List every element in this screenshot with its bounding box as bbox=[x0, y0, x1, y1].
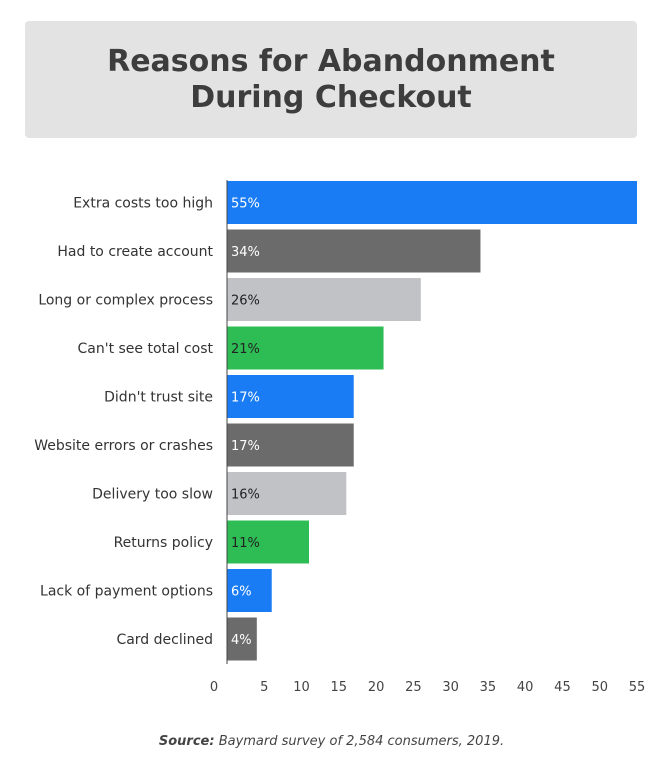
value-labels-group: 55% 34% 26% 21% 17% 17% 16% 11% 6% 4% bbox=[231, 197, 260, 649]
bar-chart: Extra costs too high Had to create accoun… bbox=[34, 180, 645, 695]
bar-7 bbox=[227, 520, 309, 564]
category-label-7: Returns policy bbox=[114, 535, 213, 551]
category-label-6: Delivery too slow bbox=[92, 487, 213, 503]
value-label-5: 17% bbox=[231, 439, 260, 454]
source-label: Source: bbox=[158, 734, 215, 749]
x-tick-label-4: 20 bbox=[368, 680, 385, 695]
category-label-1: Had to create account bbox=[57, 244, 213, 260]
bar-4 bbox=[227, 375, 354, 418]
category-label-2: Long or complex process bbox=[38, 293, 213, 309]
x-tick-label-3: 15 bbox=[331, 680, 348, 695]
title-box: Reasons for Abandonment During Checkout bbox=[25, 21, 637, 138]
bar-8 bbox=[227, 569, 272, 612]
category-label-9: Card declined bbox=[116, 632, 213, 648]
bar-3 bbox=[227, 326, 384, 370]
value-label-1: 34% bbox=[231, 245, 260, 260]
x-tick-label-2: 10 bbox=[293, 680, 310, 695]
bar-5 bbox=[227, 423, 354, 467]
x-tick-label-0: 0 bbox=[210, 680, 218, 695]
category-label-5: Website errors or crashes bbox=[34, 438, 213, 454]
bar-0 bbox=[227, 181, 637, 224]
x-tick-labels-group: 0 5 10 15 20 25 30 35 40 45 50 55 bbox=[210, 680, 645, 695]
value-label-3: 21% bbox=[231, 342, 260, 357]
value-label-6: 16% bbox=[231, 488, 260, 503]
x-tick-label-10: 50 bbox=[591, 680, 608, 695]
source-note: Source: Baymard survey of 2,584 consumer… bbox=[0, 734, 663, 749]
value-label-9: 4% bbox=[231, 633, 252, 648]
category-label-4: Didn't trust site bbox=[104, 390, 213, 406]
x-tick-label-5: 25 bbox=[405, 680, 422, 695]
x-tick-label-9: 45 bbox=[554, 680, 571, 695]
bar-2 bbox=[227, 278, 421, 321]
category-label-0: Extra costs too high bbox=[73, 196, 213, 212]
value-label-7: 11% bbox=[231, 536, 260, 551]
x-tick-label-8: 40 bbox=[517, 680, 534, 695]
category-label-3: Can't see total cost bbox=[78, 341, 214, 357]
x-tick-label-6: 30 bbox=[442, 680, 459, 695]
value-label-2: 26% bbox=[231, 294, 260, 309]
value-label-8: 6% bbox=[231, 585, 252, 600]
category-labels-group: Extra costs too high Had to create accoun… bbox=[34, 196, 213, 649]
x-tick-label-7: 35 bbox=[480, 680, 497, 695]
value-label-0: 55% bbox=[231, 197, 260, 212]
category-label-8: Lack of payment options bbox=[40, 584, 213, 600]
bar-1 bbox=[227, 229, 481, 273]
bar-9 bbox=[227, 617, 257, 661]
chart-title: Reasons for Abandonment During Checkout bbox=[107, 43, 555, 115]
bars-group bbox=[227, 181, 637, 661]
source-text: Baymard survey of 2,584 consumers, 2019. bbox=[218, 734, 505, 749]
bar-6 bbox=[227, 472, 347, 515]
x-tick-label-1: 5 bbox=[260, 680, 268, 695]
x-tick-label-11: 55 bbox=[629, 680, 646, 695]
value-label-4: 17% bbox=[231, 391, 260, 406]
